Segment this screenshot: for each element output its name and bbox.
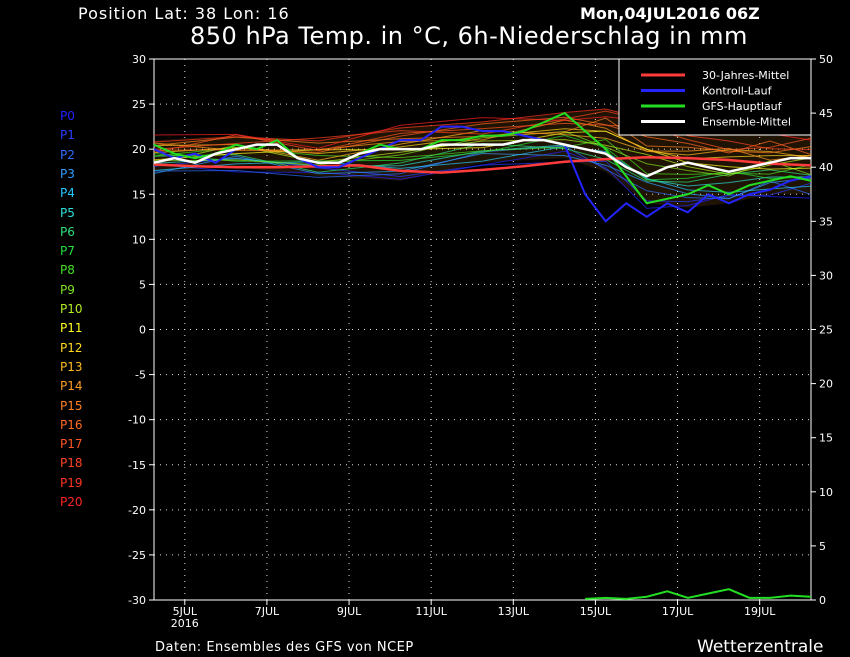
member-label-p1: P1 — [60, 128, 75, 143]
left-tick-label: -15 — [128, 459, 146, 472]
right-tick-label: 35 — [819, 215, 833, 228]
x-tick-label: 9JUL — [337, 605, 362, 618]
member-label-p6: P6 — [60, 224, 75, 239]
header-date: Mon,04JUL2016 06Z — [580, 4, 760, 23]
precip-line — [585, 588, 812, 600]
x-tick-label: 19JUL — [744, 605, 776, 618]
member-label-p4: P4 — [60, 186, 75, 201]
member-line-p17 — [153, 122, 812, 153]
member-label-p13: P13 — [60, 359, 83, 374]
member-label-p0: P0 — [60, 109, 75, 123]
series-30-jahres-mittel — [153, 156, 812, 174]
left-tick-label: 10 — [132, 233, 146, 246]
legend-label: Kontroll-Lauf — [702, 85, 773, 98]
member-label-p10: P10 — [60, 302, 83, 316]
legend-label: GFS-Hauptlauf — [702, 100, 783, 113]
left-tick-label: 30 — [132, 53, 146, 66]
member-line-p9 — [153, 131, 812, 177]
member-label-p11: P11 — [60, 321, 83, 336]
member-label-p20: P20 — [60, 495, 83, 509]
left-tick-label: -5 — [135, 369, 146, 382]
member-label-p5: P5 — [60, 205, 75, 220]
member-label-p16: P16 — [60, 417, 83, 432]
right-tick-label: 0 — [819, 594, 826, 607]
left-tick-label: -25 — [128, 549, 146, 562]
footer-source: Daten: Ensembles des GFS von NCEP — [155, 640, 414, 655]
legend-label: 30-Jahres-Mittel — [702, 69, 789, 82]
member-line-p16 — [153, 116, 812, 155]
left-tick-label: 15 — [132, 188, 146, 201]
legend-label: Ensemble-Mittel — [702, 116, 791, 129]
member-label-p14: P14 — [60, 379, 83, 394]
right-tick-label: 45 — [819, 107, 833, 120]
member-label-p9: P9 — [60, 282, 75, 297]
right-tick-label: 50 — [819, 53, 833, 66]
left-tick-label: 25 — [132, 98, 146, 111]
member-line-p18 — [153, 110, 812, 150]
x-tick-label: 15JUL — [580, 605, 612, 618]
left-tick-label: 20 — [132, 143, 146, 156]
series-ensemble-mittel — [153, 138, 811, 178]
right-tick-label: 30 — [819, 269, 833, 282]
x-year-label: 2016 — [171, 617, 199, 630]
chart-title: 850 hPa Temp. in °C, 6h-Niederschlag in … — [190, 22, 748, 50]
left-tick-label: -30 — [128, 594, 146, 607]
right-tick-label: 40 — [819, 161, 833, 174]
right-tick-label: 25 — [819, 324, 833, 337]
member-label-p3: P3 — [60, 166, 75, 181]
right-tick-label: 15 — [819, 432, 833, 445]
x-tick-label: 5JUL — [173, 605, 198, 618]
left-tick-label: -20 — [128, 504, 146, 517]
left-tick-label: -10 — [128, 414, 146, 427]
member-label-p8: P8 — [60, 263, 75, 278]
x-tick-label: 13JUL — [498, 605, 530, 618]
right-tick-label: 10 — [819, 486, 833, 499]
member-label-p15: P15 — [60, 398, 83, 413]
series-gfs-hauptlauf — [153, 111, 812, 205]
right-tick-label: 20 — [819, 378, 833, 391]
member-label-p7: P7 — [60, 244, 75, 259]
member-label-p18: P18 — [60, 456, 83, 471]
left-tick-label: 0 — [139, 324, 146, 337]
right-tick-label: 5 — [819, 540, 826, 553]
member-label-p17: P17 — [60, 437, 83, 452]
footer-brand: Wetterzentrale — [697, 637, 824, 657]
header-position: Position Lat: 38 Lon: 16 — [78, 4, 290, 23]
x-tick-label: 7JUL — [255, 605, 280, 618]
member-label-p12: P12 — [60, 340, 83, 355]
x-tick-label: 11JUL — [415, 605, 447, 618]
member-label-p2: P2 — [60, 147, 75, 162]
left-tick-label: 5 — [139, 278, 146, 291]
x-tick-label: 17JUL — [662, 605, 694, 618]
member-label-p19: P19 — [60, 475, 83, 490]
